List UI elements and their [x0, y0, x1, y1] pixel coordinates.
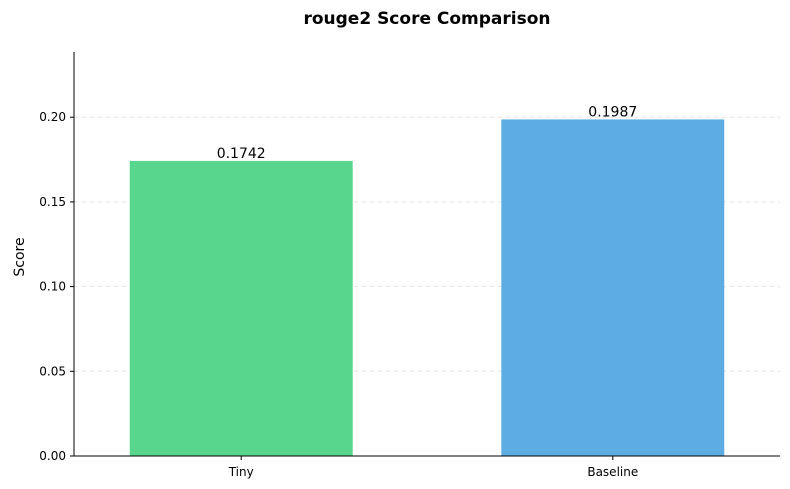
bar — [501, 119, 725, 456]
y-tick-label: 0.00 — [39, 449, 66, 463]
x-tick-label: Baseline — [587, 465, 638, 479]
y-tick-label: 0.05 — [39, 364, 66, 378]
bar — [129, 160, 353, 457]
tick-labels: 0.00 0.05 0.10 0.15 0.20 Tiny Baseline — [39, 110, 638, 479]
axes — [73, 52, 780, 457]
y-tick-label: 0.15 — [39, 195, 66, 209]
y-tick-label: 0.20 — [39, 110, 66, 124]
data-labels: 0.1742 0.1987 — [217, 104, 638, 162]
bar-value-label: 0.1742 — [217, 146, 266, 162]
x-tick-label: Tiny — [228, 465, 254, 479]
bars — [129, 119, 725, 457]
gridlines — [74, 116, 780, 372]
y-tick-label: 0.10 — [39, 280, 66, 294]
y-axis-label: Score — [12, 237, 28, 276]
chart-title: rouge2 Score Comparison — [303, 9, 550, 29]
bar-value-label: 0.1987 — [588, 104, 637, 120]
